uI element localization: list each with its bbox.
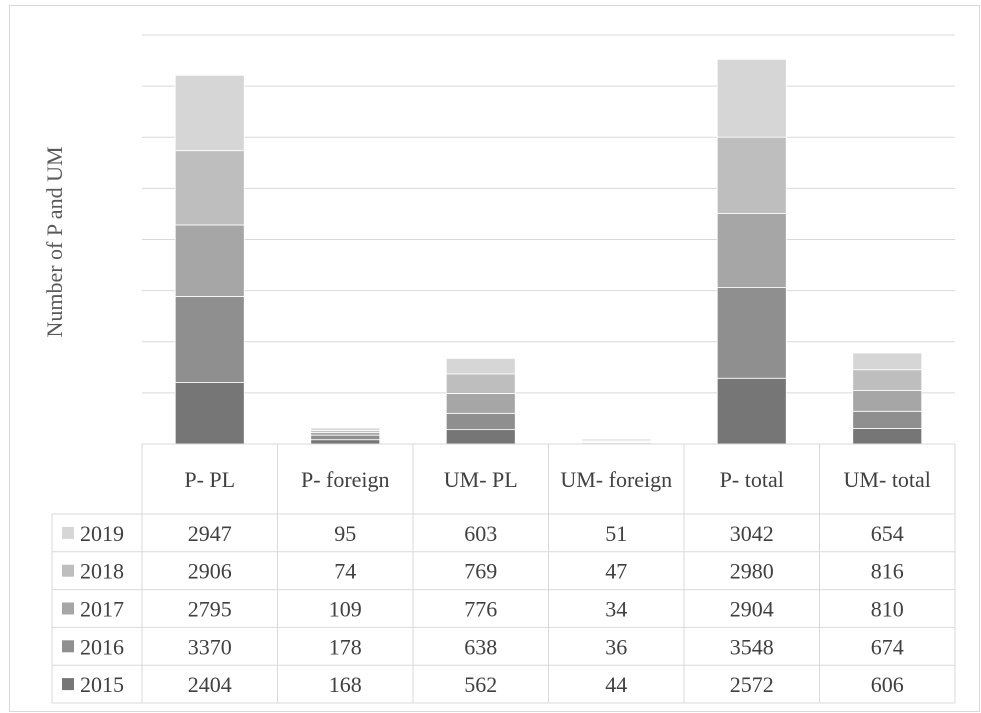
table-cell-value: 776 <box>464 597 497 622</box>
table-cell-value: 638 <box>464 634 497 659</box>
bar-segment-2018 <box>174 150 245 226</box>
bar-segment-2018 <box>445 373 516 394</box>
table-cell-value: 47 <box>605 559 627 584</box>
table-cell-value: 2906 <box>188 559 232 584</box>
bar-segment-2017 <box>174 224 245 297</box>
bar-segment-2018 <box>716 136 787 214</box>
legend-label-2017: 2017 <box>80 597 124 622</box>
bar-segment-2019 <box>852 352 923 371</box>
bar-segment-2019 <box>445 358 516 375</box>
category-label: UM- PL <box>444 467 518 492</box>
table-cell-value: 2947 <box>188 521 232 546</box>
table-cell-value: 769 <box>464 559 497 584</box>
table-cell-value: 109 <box>329 597 362 622</box>
legend-label-2015: 2015 <box>80 672 124 697</box>
table-cell-value: 603 <box>464 521 497 546</box>
table-cell-value: 74 <box>334 559 356 584</box>
legend-label-2018: 2018 <box>80 559 124 584</box>
bar-segment-2017 <box>716 212 787 288</box>
bar-segment-2017 <box>310 431 381 436</box>
bar-segment-2015 <box>852 428 923 445</box>
bar-segment-2015 <box>716 377 787 445</box>
y-axis-title: Number of P and UM <box>42 146 67 337</box>
legend-key-2016 <box>62 640 74 653</box>
category-label: UM- foreign <box>560 467 672 492</box>
table-cell-value: 3548 <box>730 634 774 659</box>
legend-key-2017 <box>62 602 74 615</box>
bar-segment-2015 <box>445 429 516 445</box>
bar-segment-2017 <box>852 390 923 412</box>
table-cell-value: 2904 <box>730 597 774 622</box>
bar-segment-2016 <box>310 434 381 441</box>
bar-segment-2016 <box>852 410 923 429</box>
category-label: P- PL <box>184 467 235 492</box>
table-cell-value: 674 <box>871 634 904 659</box>
table-cell-value: 2572 <box>730 672 774 697</box>
bar-segment-2019 <box>716 58 787 138</box>
bar-segment-2015 <box>174 382 245 445</box>
table-cell-value: 606 <box>871 672 904 697</box>
table-cell-value: 44 <box>605 672 627 697</box>
bar-segment-2016 <box>445 412 516 431</box>
bar-segment-2016 <box>174 296 245 383</box>
table-cell-value: 816 <box>871 559 904 584</box>
table-cell-value: 178 <box>329 634 362 659</box>
legend-label-2016: 2016 <box>80 634 124 659</box>
category-label: P- total <box>720 467 784 492</box>
legend-key-2015 <box>62 678 74 691</box>
table-cell-value: 95 <box>334 521 356 546</box>
bar-segment-2015 <box>310 439 381 445</box>
table-cell-value: 168 <box>329 672 362 697</box>
table-cell-value: 34 <box>605 597 627 622</box>
bar-segment-2019 <box>581 438 652 441</box>
table-cell-value: 36 <box>605 634 627 659</box>
bar-segment-2018 <box>852 369 923 391</box>
bar-segment-2019 <box>310 427 381 431</box>
table-cell-value: 3042 <box>730 521 774 546</box>
bar-segment-2016 <box>716 287 787 379</box>
table-cell-value: 2795 <box>188 597 232 622</box>
legend-key-2019 <box>62 526 74 539</box>
chart-frame <box>9 5 980 712</box>
table-cell-value: 562 <box>464 672 497 697</box>
table-cell-value: 810 <box>871 597 904 622</box>
category-label: UM- total <box>844 467 931 492</box>
table-cell-value: 3370 <box>188 634 232 659</box>
table-cell-value: 2404 <box>188 672 232 697</box>
category-label: P- foreign <box>301 467 390 492</box>
legend-label-2019: 2019 <box>80 521 124 546</box>
table-cell-value: 51 <box>605 521 627 546</box>
bar-segment-2017 <box>445 393 516 414</box>
table-cell-value: 654 <box>871 521 904 546</box>
bar-segment-2019 <box>174 74 245 152</box>
table-cell-value: 2980 <box>730 559 774 584</box>
legend-key-2018 <box>62 564 74 577</box>
